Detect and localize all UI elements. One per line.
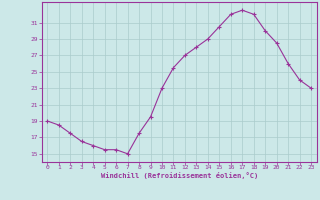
X-axis label: Windchill (Refroidissement éolien,°C): Windchill (Refroidissement éolien,°C) bbox=[100, 172, 258, 179]
